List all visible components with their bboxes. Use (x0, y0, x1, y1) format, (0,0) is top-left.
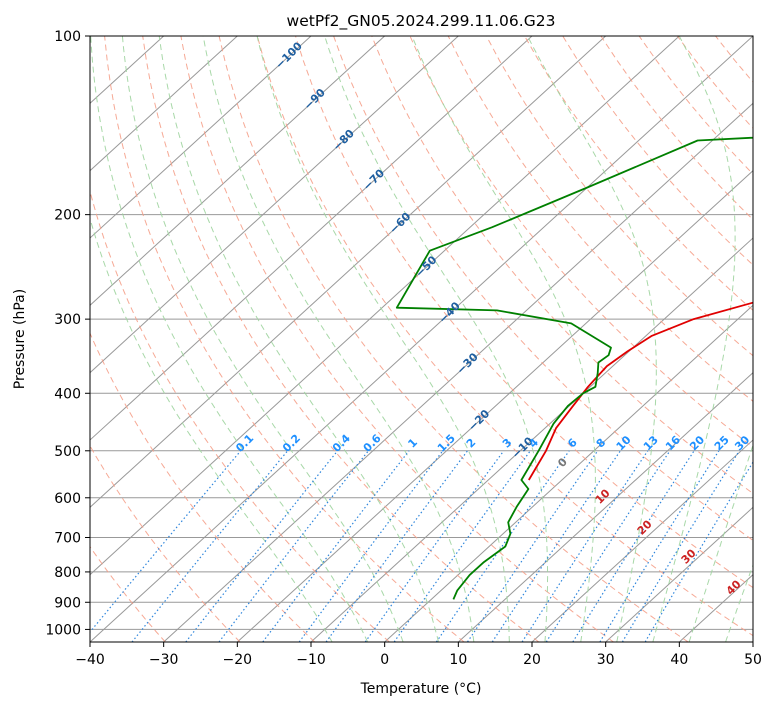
plot-frame (89, 35, 754, 643)
mixing-ratio-line (435, 450, 570, 642)
mixing-ratio-line (262, 450, 410, 642)
x-axis-label: Temperature (°C) (360, 681, 482, 697)
x-tick-label: 10 (449, 652, 467, 668)
isotherm (163, 102, 753, 642)
y-tick-label: 500 (54, 444, 81, 460)
dry-adiabat (90, 545, 166, 642)
dry-adiabat (180, 36, 614, 642)
x-tick-label: 0 (380, 652, 389, 668)
isotherm (90, 36, 753, 642)
x-tick-label: −20 (223, 652, 253, 668)
isotherm (605, 506, 753, 642)
y-tick-label: 700 (54, 531, 81, 547)
mixing-ratio-line (185, 450, 339, 642)
x-tick-label: −40 (75, 652, 105, 668)
dry-adiabats (90, 36, 753, 642)
y-tick-label: 1000 (45, 622, 81, 638)
mixing-ratio-line (466, 450, 599, 642)
skewed-isotherms (90, 36, 753, 642)
x-axis-ticks: −40 −30 −20 −10 0 10 20 30 40 50 (75, 642, 762, 668)
isotherm (531, 439, 753, 642)
mixing-ratio-line (325, 450, 468, 642)
dry-adiabat (333, 36, 753, 541)
mixing-ratio-line (521, 450, 649, 642)
mixing-ratio-line (644, 461, 753, 642)
moist-adiabat (725, 563, 753, 642)
dry-adiabat (142, 36, 540, 642)
moist-adiabat (324, 36, 549, 642)
isotherm (310, 237, 753, 642)
moist-adiabat (688, 443, 753, 642)
y-axis-label: Pressure (hPa) (12, 289, 28, 389)
mixing-ratio-line (545, 450, 671, 642)
moist-adiabat (90, 36, 369, 642)
y-tick-label: 800 (54, 565, 81, 581)
isotherm (236, 169, 753, 642)
mixing-ratio-line (393, 450, 531, 642)
isotherm (90, 36, 533, 441)
x-tick-label: 40 (670, 652, 688, 668)
moist-adiabat (202, 36, 475, 642)
dry-adiabat (218, 36, 689, 642)
mixing-ratio-line (491, 450, 621, 642)
y-axis-ticks: 100 200 300 400 500 600 700 800 900 1000 (45, 29, 90, 638)
isotherm (90, 36, 386, 307)
moist-adiabat (90, 216, 333, 642)
y-tick-label: 200 (54, 208, 81, 224)
moist-adiabat (121, 36, 404, 642)
moist-adiabat (158, 36, 439, 642)
x-tick-label: 20 (523, 652, 541, 668)
dry-adiabat (485, 36, 753, 357)
mixing-ratio-line (621, 450, 740, 642)
mixing-ratio-line (364, 450, 505, 642)
isotherm (90, 36, 607, 509)
moist-adiabat (411, 36, 596, 642)
y-tick-label: 100 (54, 29, 81, 45)
isotherm (457, 371, 753, 642)
y-tick-label: 400 (54, 386, 81, 402)
dewpoint-profile (395, 136, 753, 600)
moist-adiabat (652, 36, 736, 642)
moist-adiabat (256, 36, 510, 642)
dry-adiabat (104, 36, 465, 642)
y-tick-label: 600 (54, 491, 81, 507)
chart-title: wetPf2_GN05.2024.299.11.06.G23 (287, 12, 556, 31)
isotherm (384, 304, 753, 642)
mixing-ratio-lines (90, 450, 753, 642)
dry-adiabat (371, 36, 753, 495)
isotherm (90, 36, 459, 374)
temperature-profile (528, 301, 753, 481)
moist-adiabats (90, 36, 753, 642)
x-tick-label: −10 (296, 652, 326, 668)
dry-adiabat (295, 36, 753, 589)
mixing-ratio-line (572, 450, 695, 642)
isotherm (90, 36, 680, 576)
y-tick-label: 900 (54, 595, 81, 611)
y-tick-label: 300 (54, 312, 81, 328)
mixing-ratio-line (90, 450, 242, 633)
dry-adiabat (90, 189, 390, 642)
x-tick-label: 30 (597, 652, 615, 668)
mixing-ratio-line (298, 450, 444, 642)
dry-adiabat (524, 36, 753, 311)
mixing-ratio-line (131, 450, 289, 642)
isotherm (90, 36, 238, 172)
sounding-profiles (395, 136, 753, 600)
isotherm (90, 36, 312, 239)
x-tick-label: 50 (744, 652, 762, 668)
dry-adiabat (409, 36, 753, 448)
dry-adiabat (256, 36, 753, 637)
x-tick-label: −30 (149, 652, 179, 668)
dry-adiabat (447, 36, 753, 402)
